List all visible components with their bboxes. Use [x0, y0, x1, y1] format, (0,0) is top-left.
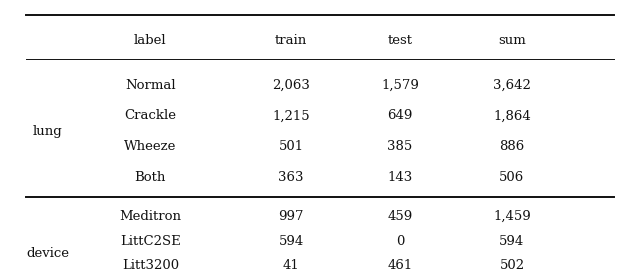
- Text: label: label: [134, 34, 166, 47]
- Text: 0: 0: [396, 235, 404, 248]
- Text: 1,579: 1,579: [381, 79, 419, 92]
- Text: 41: 41: [283, 259, 300, 272]
- Text: device: device: [26, 247, 70, 260]
- Text: 461: 461: [387, 259, 413, 272]
- Text: 506: 506: [499, 171, 525, 184]
- Text: train: train: [275, 34, 307, 47]
- Text: 594: 594: [499, 235, 525, 248]
- Text: 1,215: 1,215: [273, 109, 310, 122]
- Text: Normal: Normal: [125, 79, 176, 92]
- Text: Crackle: Crackle: [124, 109, 177, 122]
- Text: 501: 501: [278, 140, 304, 153]
- Text: 649: 649: [387, 109, 413, 122]
- Text: Meditron: Meditron: [120, 210, 181, 223]
- Text: 2,063: 2,063: [272, 79, 310, 92]
- Text: test: test: [387, 34, 413, 47]
- Text: 886: 886: [499, 140, 525, 153]
- Text: 1,459: 1,459: [493, 210, 531, 223]
- Text: lung: lung: [33, 125, 63, 138]
- Text: sum: sum: [498, 34, 526, 47]
- Text: 363: 363: [278, 171, 304, 184]
- Text: 502: 502: [499, 259, 525, 272]
- Text: LittC2SE: LittC2SE: [120, 235, 180, 248]
- Text: Both: Both: [134, 171, 166, 184]
- Text: Wheeze: Wheeze: [124, 140, 177, 153]
- Text: 1,864: 1,864: [493, 109, 531, 122]
- Text: 997: 997: [278, 210, 304, 223]
- Text: Litt3200: Litt3200: [122, 259, 179, 272]
- Text: 385: 385: [387, 140, 413, 153]
- Text: 594: 594: [278, 235, 304, 248]
- Text: 143: 143: [387, 171, 413, 184]
- Text: 459: 459: [387, 210, 413, 223]
- Text: 3,642: 3,642: [493, 79, 531, 92]
